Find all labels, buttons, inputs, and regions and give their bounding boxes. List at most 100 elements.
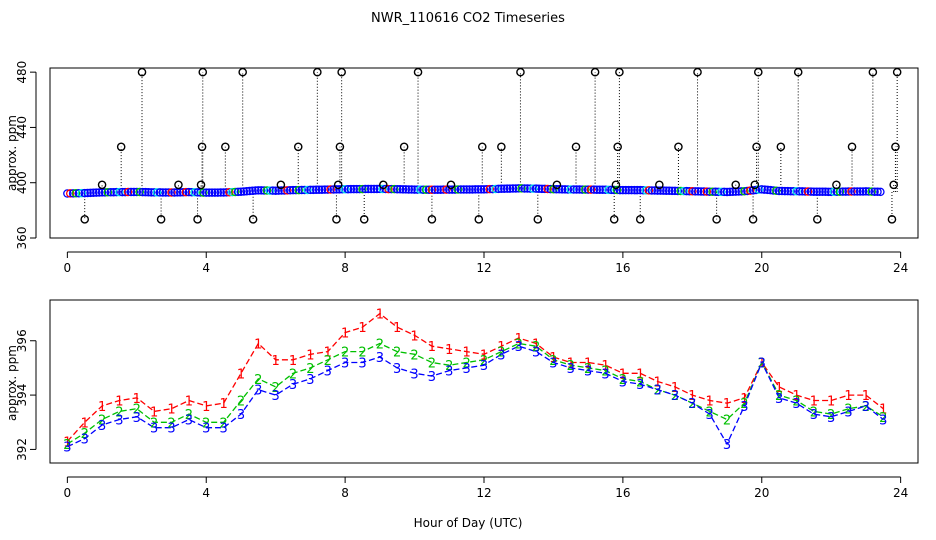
panel-top-baseline-point: [702, 187, 712, 196]
panel-top-baseline-point: [401, 185, 411, 194]
panel-top-baseline-point: [676, 186, 685, 196]
panel-top-baseline-point: [306, 185, 315, 195]
panel-top-outlier-point: [497, 142, 506, 152]
panel-top-outlier-point: [313, 67, 322, 77]
panel-top-baseline-point: [491, 184, 500, 194]
panel-top-baseline-point: [589, 185, 599, 194]
panel-top-outlier-point: [887, 215, 897, 224]
panel-top-baseline-point: [659, 186, 668, 195]
panel-top-baseline-point: [601, 185, 610, 195]
panel-top-baseline-point: [586, 185, 596, 194]
panel-top-baseline-point: [745, 186, 755, 195]
panel-top-baseline-point: [769, 186, 778, 195]
panel-top-outlier-point: [611, 180, 621, 190]
panel-top-baseline-point: [364, 184, 373, 194]
panel-top-baseline-point: [430, 185, 440, 194]
series-3-marker: 3: [601, 367, 609, 382]
panel-top-baseline-point: [135, 187, 144, 197]
series-3-marker: 3: [515, 340, 523, 355]
panel-top-baseline-point: [303, 185, 312, 195]
series-2-marker: 2: [167, 416, 175, 431]
panel-top-baseline-point: [468, 185, 477, 194]
panel-top-baseline-point: [355, 184, 364, 194]
panel-top-baseline-point: [774, 186, 784, 196]
series-3-marker: 3: [185, 414, 193, 429]
panel-top-baseline-point: [335, 185, 344, 194]
series-2-marker: 2: [549, 354, 557, 369]
panel-top-baseline-point: [300, 185, 309, 195]
panel-top-outlier-point: [337, 67, 346, 77]
panel-top-baseline-point: [876, 187, 885, 197]
series-3-marker: 3: [862, 400, 870, 415]
panel-top-outlier-point: [752, 142, 761, 152]
series-1-marker: 1: [115, 395, 123, 410]
panel-top-baseline-point: [494, 184, 503, 194]
panel-top-baseline-point: [115, 187, 124, 197]
series-3-marker: 3: [428, 370, 436, 385]
panel-top-baseline-point: [242, 186, 251, 196]
panel-top-baseline-point: [378, 184, 387, 194]
panel-top-outlier-point: [156, 215, 166, 224]
panel-top-baseline-point: [569, 185, 578, 194]
panel-top-baseline-point: [92, 188, 101, 197]
panel-top-points: [63, 67, 902, 224]
panel-top-outlier-point: [793, 67, 803, 77]
series-3-marker: 3: [202, 422, 210, 437]
series-3-marker: 3: [358, 356, 366, 371]
series-2-marker: 2: [879, 411, 887, 426]
panel-top-outlier-point: [847, 142, 857, 152]
panel-top-baseline-point: [407, 185, 416, 194]
panel-top-baseline-point: [320, 185, 330, 194]
panel-top-baseline-point: [806, 187, 816, 196]
panel-top-baseline-point: [812, 187, 821, 196]
panel-top-baseline-point: [314, 185, 324, 195]
panel-top-baseline-point: [572, 185, 581, 194]
series-1-marker: 1: [185, 395, 193, 410]
panel-top-baseline-point: [184, 187, 194, 197]
panel-top-outlier-point: [197, 142, 207, 152]
series-3-marker: 3: [289, 378, 297, 393]
panel-bottom-x-tick-label: 8: [341, 486, 349, 500]
panel-top-baseline-point: [421, 185, 431, 194]
series-2-marker: 2: [567, 359, 575, 374]
panel-top-baseline-point: [818, 187, 827, 197]
panel-bottom-y-tick-label: 394: [15, 384, 29, 407]
panel-top-outlier-point: [712, 215, 721, 224]
panel-top-baseline-point: [621, 185, 631, 195]
panel-top-baseline-point: [294, 185, 304, 195]
series-2-marker: 2: [202, 416, 210, 431]
panel-top-baseline-point: [497, 184, 506, 194]
panel-top-baseline-point: [155, 188, 165, 197]
panel-top-baseline-point: [771, 186, 781, 195]
panel-top-baseline-point: [164, 188, 173, 197]
panel-top-baseline-point: [627, 185, 636, 195]
series-3-marker: 3: [636, 378, 644, 393]
series-3-marker: 3: [584, 365, 592, 380]
panel-top-baseline-point: [213, 188, 223, 197]
panel-top-baseline-point: [685, 186, 694, 196]
series-1-marker: 1: [393, 321, 401, 336]
panel-top-baseline-point: [86, 188, 95, 198]
panel-top-baseline-point: [644, 186, 654, 195]
panel-top-x-tick-label: 16: [615, 261, 630, 275]
panel-top-baseline-point: [201, 188, 211, 197]
panel-top-baseline-point: [531, 184, 541, 193]
panel-top-baseline-point: [147, 188, 156, 197]
panel-top-baseline-point: [210, 188, 220, 197]
series-1-marker: 1: [167, 403, 175, 418]
panel-top-ylabel: approx. ppm: [5, 115, 19, 191]
panel-top-baseline-point: [233, 187, 243, 197]
series-1-marker: 1: [653, 376, 661, 391]
panel-top-baseline-point: [609, 185, 619, 195]
panel-top-baseline-point: [106, 188, 116, 197]
series-1-marker: 1: [619, 367, 627, 382]
panel-top-baseline-point: [638, 185, 648, 195]
series-1-marker: 1: [688, 389, 696, 404]
panel-top-baseline-point: [256, 186, 266, 195]
panel-top-baseline-point: [346, 184, 356, 194]
series-2-marker: 2: [653, 384, 661, 399]
panel-top-baseline-point: [271, 186, 280, 195]
panel-top-baseline-point: [251, 186, 260, 195]
series-2-marker: 2: [706, 405, 714, 420]
panel-top-baseline-point: [254, 186, 263, 195]
